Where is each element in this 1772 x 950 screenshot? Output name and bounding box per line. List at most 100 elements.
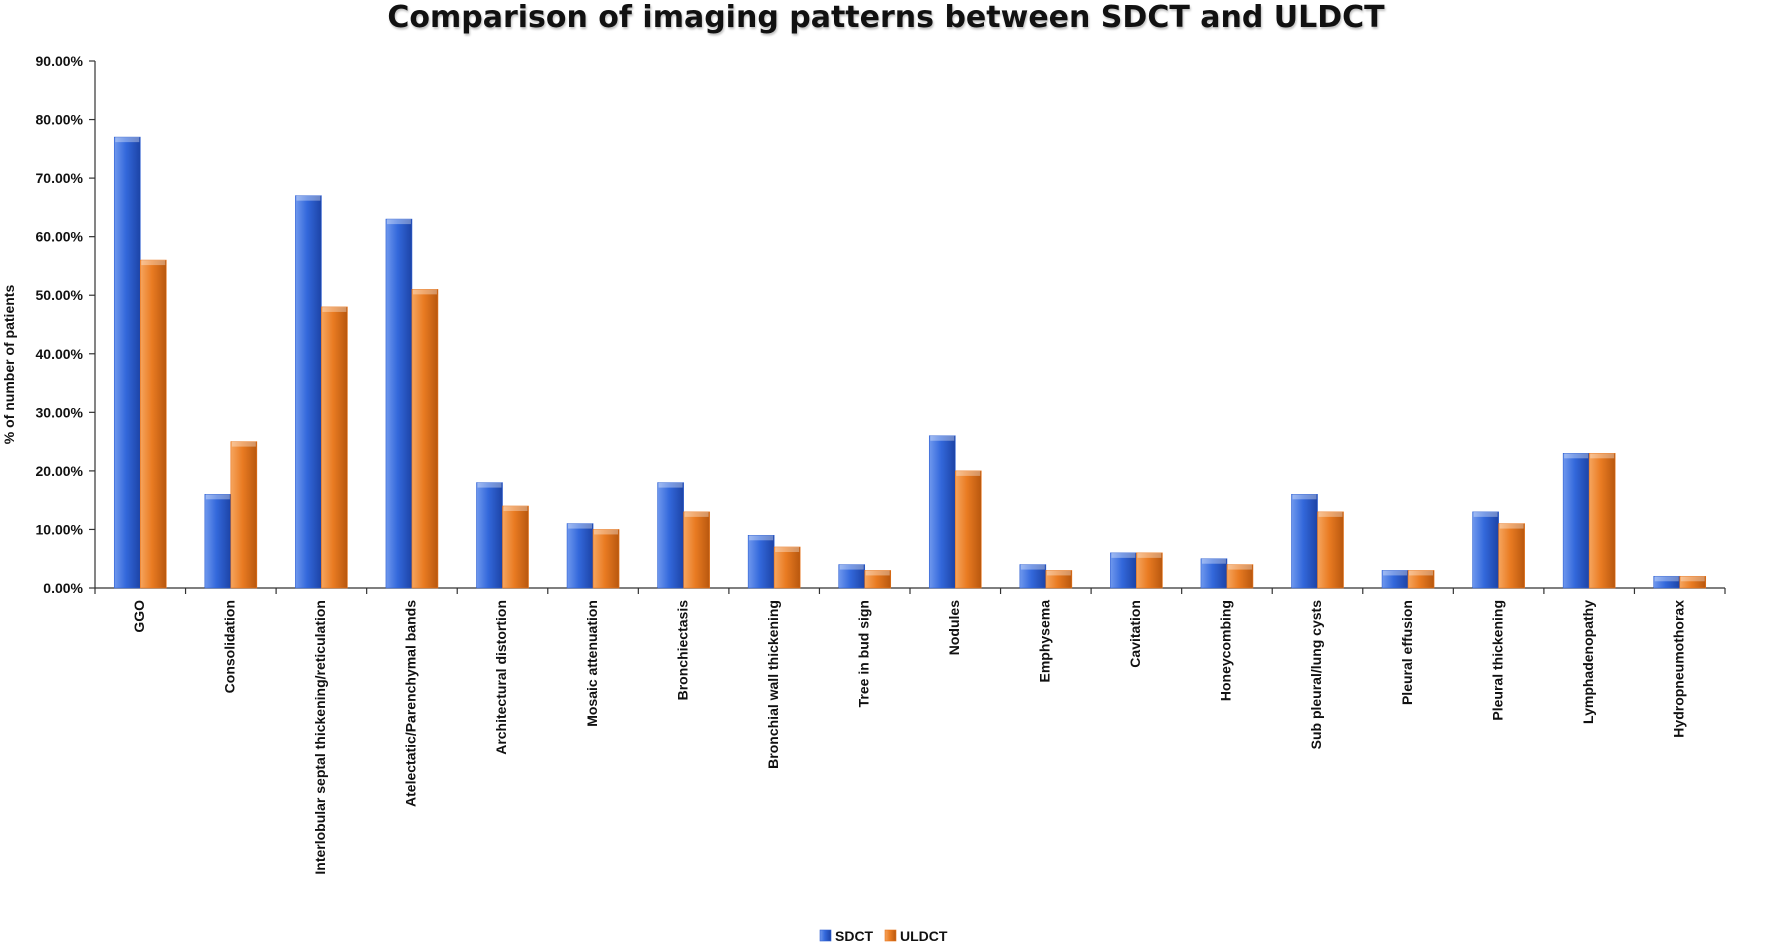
bar-top-bevel: [503, 506, 528, 512]
bar-top-bevel: [1020, 564, 1045, 570]
y-tick-label: 30.00%: [36, 404, 84, 420]
bar-top-bevel: [1409, 570, 1434, 576]
bar-sdct-5: [566, 523, 594, 589]
x-category-label: Emphysema: [1037, 600, 1053, 683]
y-tick-label: 40.00%: [36, 346, 84, 362]
bar-top-bevel: [930, 435, 955, 441]
bar-sdct-4: [476, 482, 503, 589]
legend-label-sdct: SDCT: [835, 928, 874, 944]
bar-uldct-15: [1498, 523, 1525, 589]
bar-top-bevel: [1137, 552, 1162, 558]
bar-top-bevel: [839, 564, 864, 570]
bar-top-bevel: [684, 511, 709, 517]
x-category-label: Lymphadenopathy: [1580, 600, 1596, 724]
y-tick-label: 10.00%: [36, 521, 84, 537]
bar-uldct-1: [230, 441, 258, 589]
bar-top-bevel: [1227, 564, 1252, 570]
bar-sdct-3: [385, 218, 413, 589]
y-tick-label: 60.00%: [36, 229, 84, 245]
bar-sdct-13: [1291, 494, 1318, 589]
bar-sdct-1: [204, 494, 232, 589]
bar-top-bevel: [477, 482, 502, 488]
bar-uldct-7: [773, 546, 801, 589]
x-category-label: Cavitation: [1127, 600, 1143, 668]
bar-sdct-0: [113, 136, 141, 589]
bar-top-bevel: [658, 482, 683, 488]
bar-top-bevel: [1111, 552, 1136, 558]
x-category-label: Architectural distortion: [493, 600, 509, 755]
bar-sdct-15: [1472, 511, 1499, 589]
bar-sdct-6: [657, 482, 684, 589]
bar-top-bevel: [1046, 570, 1071, 576]
bar-uldct-9: [954, 470, 982, 589]
bar-uldct-4: [502, 505, 529, 589]
x-category-label: GGO: [131, 600, 147, 633]
x-category-label: Bronchial wall thickening: [765, 600, 781, 769]
bar-sdct-9: [928, 435, 956, 589]
y-tick-label: 20.00%: [36, 463, 84, 479]
x-category-label: Consolidation: [222, 600, 238, 693]
chart-title: Comparison of imaging patterns between S…: [387, 0, 1385, 35]
bar-sdct-11: [1110, 552, 1137, 589]
bar-top-bevel: [1473, 511, 1498, 517]
legend-label-uldct: ULDCT: [900, 928, 948, 944]
bar-top-bevel: [865, 570, 890, 576]
x-category-label: Hydropneumothorax: [1670, 600, 1686, 738]
bar-uldct-3: [411, 289, 439, 589]
bar-top-bevel: [412, 289, 437, 295]
bar-top-bevel: [141, 260, 166, 266]
bar-sdct-7: [747, 534, 775, 589]
legend-swatch-sdct: [819, 929, 832, 942]
bar-uldct-10: [1045, 570, 1073, 589]
bar-uldct-6: [683, 511, 710, 589]
category-labels: GGO Consolidation Interlobular septal thic…: [131, 600, 1686, 875]
bar-top-bevel: [231, 441, 256, 447]
bar-top-bevel: [1654, 576, 1679, 582]
bar-uldct-12: [1226, 564, 1254, 589]
bar-top-bevel: [568, 523, 593, 529]
x-category-label: Pleural effusion: [1399, 600, 1415, 705]
bar-uldct-14: [1407, 570, 1435, 589]
bar-uldct-13: [1317, 511, 1344, 589]
y-axis-title: % of number of patients: [1, 285, 17, 445]
y-tick-label: 70.00%: [36, 170, 84, 186]
bar-uldct-11: [1136, 552, 1163, 589]
bar-top-bevel: [1292, 494, 1317, 500]
bar-top-bevel: [1318, 511, 1343, 517]
bar-top-bevel: [115, 137, 140, 143]
x-category-label: Nodules: [946, 600, 962, 655]
x-category-label: Mosaic attenuation: [584, 600, 600, 727]
bar-top-bevel: [386, 219, 411, 225]
legend-swatch-uldct: [884, 929, 897, 942]
y-tick-label: 80.00%: [36, 112, 84, 128]
bar-sdct-16: [1562, 453, 1590, 589]
bar-top-bevel: [205, 494, 230, 500]
bar-uldct-5: [592, 529, 620, 589]
x-category-label: Atelectatic/Parenchymal bands: [403, 600, 419, 807]
bar-uldct-0: [139, 259, 167, 589]
legend: SDCT ULDCT: [819, 928, 948, 944]
x-category-label: Pleural thickening: [1489, 600, 1505, 721]
y-tick-label: 90.00%: [36, 53, 84, 69]
x-category-label: Bronchiectasis: [674, 600, 690, 701]
x-axis: [94, 587, 1726, 594]
bar-top-bevel: [956, 470, 981, 476]
bar-top-bevel: [1564, 453, 1589, 459]
bar-uldct-2: [321, 306, 348, 589]
x-category-label: Tree in bud sign: [855, 600, 871, 707]
bar-top-bevel: [296, 195, 321, 201]
bars: [113, 136, 1707, 589]
bar-sdct-2: [295, 195, 322, 589]
bar-top-bevel: [1590, 453, 1615, 459]
y-tick-label: 0.00%: [43, 580, 83, 596]
bar-top-bevel: [1499, 523, 1524, 529]
bar-uldct-8: [864, 570, 892, 589]
bar-top-bevel: [322, 306, 347, 312]
x-category-label: Honeycombing: [1218, 600, 1234, 701]
x-category-label: Interlobular septal thickening/reticulat…: [312, 600, 328, 875]
bar-top-bevel: [594, 529, 619, 535]
x-category-label: Sub pleural/lung cysts: [1308, 600, 1324, 750]
bar-uldct-16: [1588, 453, 1616, 589]
bar-top-bevel: [749, 535, 774, 541]
